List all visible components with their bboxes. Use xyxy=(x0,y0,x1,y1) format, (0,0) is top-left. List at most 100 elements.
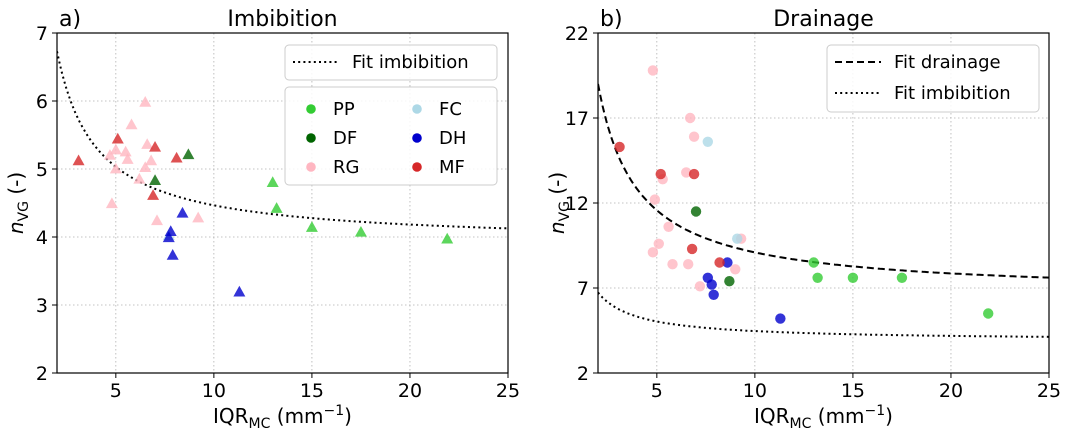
data-point xyxy=(708,289,719,300)
y-tick-label: 2 xyxy=(577,363,589,385)
data-point xyxy=(270,202,283,213)
x-tick-label: 20 xyxy=(398,380,422,402)
data-point xyxy=(305,221,318,232)
data-point xyxy=(732,233,743,244)
data-point xyxy=(667,259,678,270)
data-point xyxy=(647,247,659,258)
y-tick-label: 17 xyxy=(565,108,589,130)
data-point xyxy=(649,194,661,205)
x-axis-label-unit: (mm xyxy=(270,404,323,428)
x-tick-label: 25 xyxy=(496,380,520,402)
panel-label: b) xyxy=(600,7,623,32)
data-point xyxy=(139,96,152,107)
data-point xyxy=(847,272,859,283)
data-point xyxy=(653,238,664,249)
data-point xyxy=(109,162,122,174)
data-point xyxy=(688,131,700,142)
y-tick-label: 5 xyxy=(36,159,48,181)
data-point xyxy=(141,138,154,149)
x-axis-label-main: IQR xyxy=(754,404,790,428)
data-point xyxy=(166,249,179,260)
data-point xyxy=(614,141,625,153)
legend-label: Fit imbibition xyxy=(352,52,469,73)
y-tick-label: 4 xyxy=(36,227,48,249)
y-axis-label-sub: VG xyxy=(557,201,573,221)
x-axis-label-sub: MC xyxy=(249,416,271,432)
data-point xyxy=(233,285,246,297)
data-point xyxy=(266,176,279,188)
data-point xyxy=(702,136,714,147)
legend-label: MF xyxy=(439,157,465,178)
legend-label: PP xyxy=(333,99,355,120)
data-point xyxy=(105,197,118,209)
data-point xyxy=(694,281,706,292)
data-point xyxy=(722,257,733,268)
legend-label: Fit imbibition xyxy=(894,83,1011,104)
fit-line xyxy=(598,83,1049,279)
legend-box xyxy=(284,44,498,81)
y-axis-label: nVG (-) xyxy=(4,172,32,234)
x-axis-label-exp: −1 xyxy=(865,403,886,419)
x-axis-label: IQRMC (mm−1) xyxy=(213,403,352,432)
x-tick-label: 5 xyxy=(110,380,122,402)
y-tick-label: 6 xyxy=(36,91,48,113)
data-point xyxy=(145,154,158,166)
fit-line xyxy=(57,51,508,230)
data-point xyxy=(441,232,454,244)
data-point xyxy=(151,214,163,226)
data-point xyxy=(147,189,160,200)
legend-marker xyxy=(412,104,422,114)
data-point xyxy=(111,132,124,144)
data-point xyxy=(688,168,700,180)
legend-label: FC xyxy=(439,99,462,120)
data-point xyxy=(170,151,183,163)
y-axis-label-unit: (-) xyxy=(545,172,569,201)
x-axis-label-sub: MC xyxy=(790,416,812,432)
legend-marker xyxy=(306,162,316,172)
x-tick-label: 25 xyxy=(1037,380,1061,402)
panel-title: Imbibition xyxy=(227,7,337,32)
y-tick-label: 22 xyxy=(565,23,589,45)
legend-label: RG xyxy=(333,157,359,178)
data-point xyxy=(684,112,696,124)
x-tick-label: 5 xyxy=(651,380,663,402)
data-point xyxy=(182,148,195,160)
plot-frame xyxy=(56,32,509,374)
data-point xyxy=(176,206,189,218)
panel-imbibition: 5 10 15 20 25 2 3 4 5 6 7 a) Imbibition IQRMC (mm−1) n… xyxy=(4,7,520,432)
x-tick-label: 20 xyxy=(939,380,963,402)
data-point xyxy=(109,143,122,155)
y-axis-label-italic: n xyxy=(545,221,569,234)
x-tick-label: 15 xyxy=(841,380,865,402)
legend-marker xyxy=(306,104,316,114)
y-axis-label-sub: VG xyxy=(16,201,32,221)
legend-label: Fit drainage xyxy=(894,52,1001,73)
data-point xyxy=(812,272,823,283)
legend-box xyxy=(284,86,498,186)
panel-label: a) xyxy=(59,7,81,32)
data-point xyxy=(724,276,735,287)
x-axis-label-close: ) xyxy=(885,404,893,428)
data-point xyxy=(655,168,666,180)
legend: PP DF RG FC DH MF xyxy=(284,86,498,186)
y-tick-label: 7 xyxy=(577,278,589,300)
data-point xyxy=(714,257,725,268)
y-tick-label: 2 xyxy=(36,363,48,385)
data-point xyxy=(896,272,908,283)
legend-marker xyxy=(306,133,316,143)
data-point xyxy=(139,161,152,173)
data-point xyxy=(164,225,177,236)
data-point xyxy=(983,308,994,319)
data-point xyxy=(706,279,717,290)
legend: Fit imbibition xyxy=(284,44,498,81)
y-axis-label-unit: (-) xyxy=(4,172,28,201)
data-point xyxy=(686,243,698,255)
y-axis-label: nVG (-) xyxy=(545,172,573,234)
data-point xyxy=(125,118,138,130)
data-point xyxy=(149,140,162,152)
data-point xyxy=(72,154,85,166)
data-point xyxy=(133,172,146,184)
fit-line xyxy=(598,291,1049,338)
data-point xyxy=(730,264,741,275)
